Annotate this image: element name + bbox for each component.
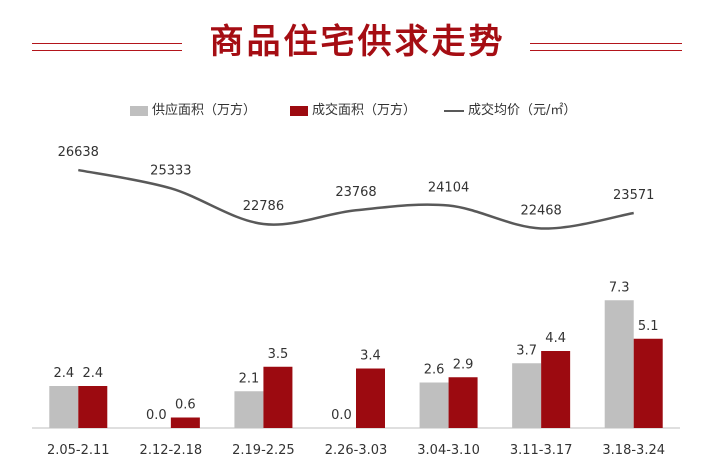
supply-bar — [512, 363, 542, 428]
deal-bar — [541, 351, 571, 428]
supply-bar — [419, 382, 449, 428]
title-rule-right — [530, 43, 682, 51]
deal-value-label: 3.5 — [268, 347, 289, 362]
price-value-label: 25333 — [150, 163, 191, 178]
supply-value-label: 2.4 — [53, 366, 74, 381]
supply-value-label: 3.7 — [516, 343, 537, 358]
deal-bar — [448, 377, 478, 428]
deal-value-label: 3.4 — [360, 349, 381, 364]
supply-bar — [49, 386, 79, 428]
supply-value-label: 0.0 — [146, 408, 167, 423]
x-tick-label: 3.04-3.10 — [417, 443, 480, 458]
title-rule-left — [32, 43, 182, 51]
legend-swatch-supply — [130, 106, 148, 116]
price-value-label: 26638 — [58, 145, 99, 160]
deal-value-label: 0.6 — [175, 398, 196, 413]
deal-value-label: 4.4 — [545, 331, 566, 346]
deal-bar — [170, 417, 200, 428]
title-banner: 商品住宅供求走势 — [0, 14, 715, 70]
price-value-label: 24104 — [428, 181, 469, 196]
chart-title: 商品住宅供求走势 — [209, 22, 506, 62]
deal-value-label: 5.1 — [638, 319, 659, 334]
deal-bar — [263, 366, 293, 428]
price-value-label: 23768 — [335, 185, 376, 200]
x-tick-label: 3.18-3.24 — [602, 443, 665, 458]
x-tick-label: 2.26-3.03 — [325, 443, 388, 458]
legend-label-deal: 成交面积（万方） — [312, 103, 417, 118]
price-value-label: 23571 — [613, 188, 654, 203]
chart-legend: 供应面积（万方） 成交面积（万方） 成交均价（元/㎡） — [0, 100, 715, 122]
legend-label-price: 成交均价（元/㎡） — [468, 103, 577, 118]
deal-bar — [78, 386, 108, 428]
supply-value-label: 0.0 — [331, 408, 352, 423]
legend-line-price — [444, 110, 464, 112]
legend-label-supply: 供应面积（万方） — [152, 103, 257, 118]
x-tick-label: 2.05-2.11 — [47, 443, 110, 458]
legend-swatch-deal — [290, 106, 308, 116]
supply-bar — [604, 300, 634, 428]
deal-value-label: 2.9 — [453, 357, 474, 372]
supply-value-label: 2.6 — [424, 363, 445, 378]
deal-value-label: 2.4 — [82, 366, 103, 381]
supply-bar — [234, 391, 264, 428]
price-value-label: 22468 — [520, 203, 561, 218]
supply-value-label: 2.1 — [239, 371, 260, 386]
deal-bar — [356, 368, 385, 428]
price-value-label: 22786 — [243, 199, 284, 214]
x-tick-label: 2.19-2.25 — [232, 443, 295, 458]
price-line — [78, 168, 634, 230]
x-tick-label: 2.12-2.18 — [140, 443, 203, 458]
supply-value-label: 7.3 — [609, 280, 630, 295]
x-tick-label: 3.11-3.17 — [510, 443, 573, 458]
deal-bar — [633, 338, 663, 428]
